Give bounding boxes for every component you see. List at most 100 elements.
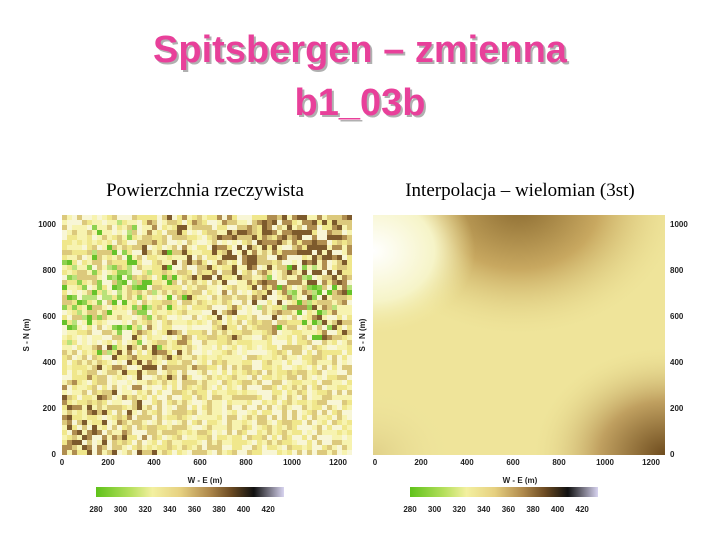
map-cell (177, 255, 182, 260)
map-cell (267, 220, 272, 225)
map-cell (282, 270, 287, 275)
map-cell (282, 390, 287, 395)
map-cell (247, 365, 252, 370)
map-cell (157, 220, 162, 225)
map-cell (282, 420, 287, 425)
map-cell (67, 220, 72, 225)
map-cell (237, 230, 242, 235)
map-cell (122, 290, 127, 295)
map-cell (322, 240, 327, 245)
map-cell (317, 240, 322, 245)
map-cell (67, 320, 72, 325)
map-cell (77, 280, 82, 285)
map-cell (217, 295, 222, 300)
map-cell (327, 400, 332, 405)
map-cell (177, 325, 182, 330)
map-cell (127, 410, 132, 415)
map-cell (227, 440, 232, 445)
map-cell (262, 255, 267, 260)
map-cell (197, 260, 202, 265)
map-cell (177, 220, 182, 225)
map-cell (222, 425, 227, 430)
map-cell (262, 410, 267, 415)
map-cell (272, 245, 277, 250)
map-cell (157, 290, 162, 295)
map-cell (302, 410, 307, 415)
map-cell (342, 225, 347, 230)
map-cell (177, 375, 182, 380)
map-cell (302, 355, 307, 360)
map-cell (317, 350, 322, 355)
map-cell (272, 285, 277, 290)
x-tick-label: 200 (414, 458, 428, 467)
map-cell (227, 400, 232, 405)
map-cell (107, 355, 112, 360)
map-cell (327, 320, 332, 325)
map-cell (117, 240, 122, 245)
map-cell (162, 270, 167, 275)
map-cell (72, 410, 77, 415)
map-cell (257, 440, 262, 445)
map-cell (87, 215, 92, 220)
map-cell (107, 420, 112, 425)
map-cell (87, 285, 92, 290)
map-cell (212, 330, 217, 335)
map-cell (312, 240, 317, 245)
map-cell (107, 290, 112, 295)
map-cell (272, 260, 277, 265)
map-cell (327, 430, 332, 435)
map-cell (177, 300, 182, 305)
map-cell (72, 445, 77, 450)
map-cell (102, 250, 107, 255)
map-cell (247, 435, 252, 440)
map-cell (262, 425, 267, 430)
map-cell (147, 250, 152, 255)
map-cell (347, 360, 352, 365)
map-cell (262, 380, 267, 385)
map-cell (72, 230, 77, 235)
map-cell (147, 255, 152, 260)
map-cell (322, 385, 327, 390)
map-cell (182, 400, 187, 405)
map-cell (242, 270, 247, 275)
map-cell (207, 380, 212, 385)
map-cell (177, 430, 182, 435)
map-cell (87, 235, 92, 240)
map-cell (122, 415, 127, 420)
map-cell (127, 330, 132, 335)
map-cell (117, 295, 122, 300)
map-cell (342, 275, 347, 280)
map-cell (207, 445, 212, 450)
map-cell (137, 260, 142, 265)
map-cell (327, 395, 332, 400)
map-cell (127, 355, 132, 360)
map-cell (302, 350, 307, 355)
map-cell (342, 330, 347, 335)
map-cell (187, 320, 192, 325)
map-cell (202, 235, 207, 240)
map-cell (182, 410, 187, 415)
map-cell (202, 385, 207, 390)
map-cell (192, 245, 197, 250)
map-cell (127, 340, 132, 345)
map-cell (267, 355, 272, 360)
map-cell (132, 250, 137, 255)
map-cell (102, 340, 107, 345)
map-cell (97, 435, 102, 440)
map-cell (192, 440, 197, 445)
map-cell (227, 295, 232, 300)
map-cell (187, 390, 192, 395)
map-cell (282, 320, 287, 325)
map-cell (227, 365, 232, 370)
map-cell (222, 430, 227, 435)
map-cell (202, 355, 207, 360)
map-cell (122, 405, 127, 410)
map-cell (202, 420, 207, 425)
map-cell (142, 395, 147, 400)
map-cell (237, 420, 242, 425)
map-cell (312, 365, 317, 370)
map-cell (147, 375, 152, 380)
map-cell (127, 380, 132, 385)
map-cell (117, 255, 122, 260)
map-cell (227, 260, 232, 265)
